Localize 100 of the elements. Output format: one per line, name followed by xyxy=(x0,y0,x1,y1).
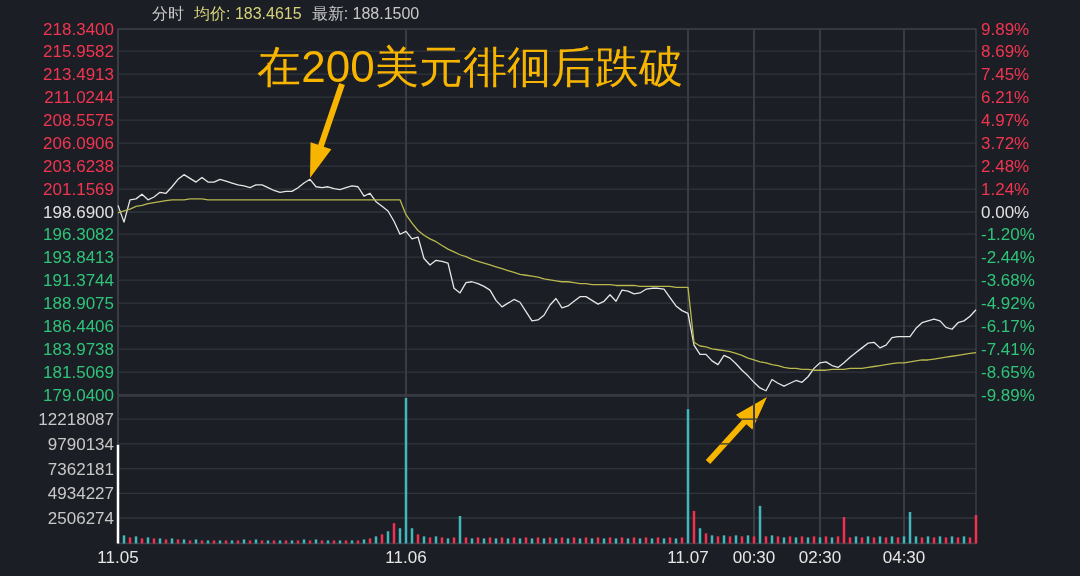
y-tick-label: 191.3744 xyxy=(43,271,114,291)
bar xyxy=(152,538,156,544)
y2-tick-label: -7.41% xyxy=(981,340,1035,360)
bar xyxy=(350,540,354,544)
bar xyxy=(614,538,618,544)
bar xyxy=(746,535,750,544)
bar xyxy=(164,539,168,544)
y-tick-label: 7362181 xyxy=(47,459,114,479)
bar xyxy=(602,538,606,544)
x-tick-label: 04:30 xyxy=(882,547,926,567)
bar xyxy=(860,537,864,544)
y-tick-label: 9790134 xyxy=(47,434,114,454)
bar xyxy=(818,537,822,544)
bar xyxy=(638,538,642,544)
bar xyxy=(548,537,552,544)
bar xyxy=(212,540,216,544)
bar xyxy=(512,537,516,544)
bar xyxy=(236,540,240,544)
bar xyxy=(326,540,330,544)
y2-tick-label: 0.00% xyxy=(981,203,1030,222)
y2-tick-label: 3.72% xyxy=(981,134,1030,154)
bar xyxy=(248,540,252,544)
bar xyxy=(176,539,180,544)
bar xyxy=(632,537,636,544)
bar xyxy=(272,540,276,544)
bar xyxy=(362,539,366,544)
y2-tick-label: 2.48% xyxy=(981,157,1030,177)
y2-tick-label: -6.17% xyxy=(981,317,1035,337)
bar xyxy=(620,537,624,544)
bar xyxy=(596,537,600,544)
bar xyxy=(122,535,126,544)
bar xyxy=(920,537,924,544)
bar xyxy=(578,538,582,544)
y-tick-label: 186.4406 xyxy=(43,317,114,337)
y-tick-label: 218.3400 xyxy=(43,20,114,39)
bar xyxy=(656,537,660,544)
bar xyxy=(584,537,588,544)
bar xyxy=(530,538,534,544)
y-tick-label: 203.6238 xyxy=(43,157,114,177)
bar xyxy=(170,538,174,544)
bar xyxy=(332,540,336,544)
bar xyxy=(662,538,666,544)
bar xyxy=(872,537,876,544)
bar xyxy=(284,540,288,544)
line-series xyxy=(117,174,977,392)
bar xyxy=(140,538,144,544)
bar xyxy=(932,537,936,544)
bar xyxy=(566,538,570,544)
y-tick-label: 206.0906 xyxy=(43,134,114,154)
y2-tick-label: 9.89% xyxy=(981,20,1030,39)
bar xyxy=(668,537,672,544)
bar xyxy=(260,540,264,544)
bar xyxy=(464,537,468,544)
bar xyxy=(440,537,444,544)
y-tick-label: 211.0244 xyxy=(44,88,114,108)
bar xyxy=(524,537,528,544)
bar xyxy=(956,537,960,544)
x-tick-label: 11.05 xyxy=(97,547,139,567)
bar xyxy=(608,537,612,544)
bar xyxy=(314,539,318,544)
bar xyxy=(338,540,342,544)
bar xyxy=(128,537,132,544)
bar xyxy=(194,539,198,544)
y-tick-label: 181.5069 xyxy=(43,363,114,383)
bar xyxy=(944,537,948,544)
y-tick-label: 213.4913 xyxy=(43,65,114,85)
bar xyxy=(554,538,558,544)
line-series xyxy=(117,198,977,371)
y-tick-label: 208.5575 xyxy=(43,111,114,131)
text: 均价: 183.4615 xyxy=(193,5,302,22)
bar xyxy=(494,538,498,544)
bar xyxy=(224,540,228,544)
bar xyxy=(296,540,300,544)
bar xyxy=(782,537,786,544)
bar xyxy=(884,537,888,544)
bar xyxy=(650,538,654,544)
bar xyxy=(488,537,492,544)
y-tick-label: 188.9075 xyxy=(43,294,114,314)
bar xyxy=(218,540,222,544)
text: 最新: 188.1500 xyxy=(311,5,420,22)
bar xyxy=(674,538,678,544)
y-tick-label: 4934227 xyxy=(47,484,114,504)
bar xyxy=(806,537,810,544)
y2-tick-label: -3.68% xyxy=(981,271,1035,291)
y2-tick-label: 6.21% xyxy=(981,88,1030,108)
bar xyxy=(794,537,798,544)
bar xyxy=(848,537,852,544)
y-tick-label: 193.8413 xyxy=(43,248,114,268)
bar xyxy=(644,537,648,544)
bar xyxy=(830,537,834,544)
bar xyxy=(470,538,474,544)
bar xyxy=(734,535,738,544)
bar xyxy=(200,540,204,544)
y-tick-label: 201.1569 xyxy=(43,180,114,200)
y2-tick-label: -2.44% xyxy=(981,248,1035,268)
bar xyxy=(266,540,270,544)
bar xyxy=(428,537,432,544)
y-tick-label: 2506274 xyxy=(47,509,114,529)
bar xyxy=(710,535,714,544)
y-tick-label: 215.9582 xyxy=(43,42,114,62)
